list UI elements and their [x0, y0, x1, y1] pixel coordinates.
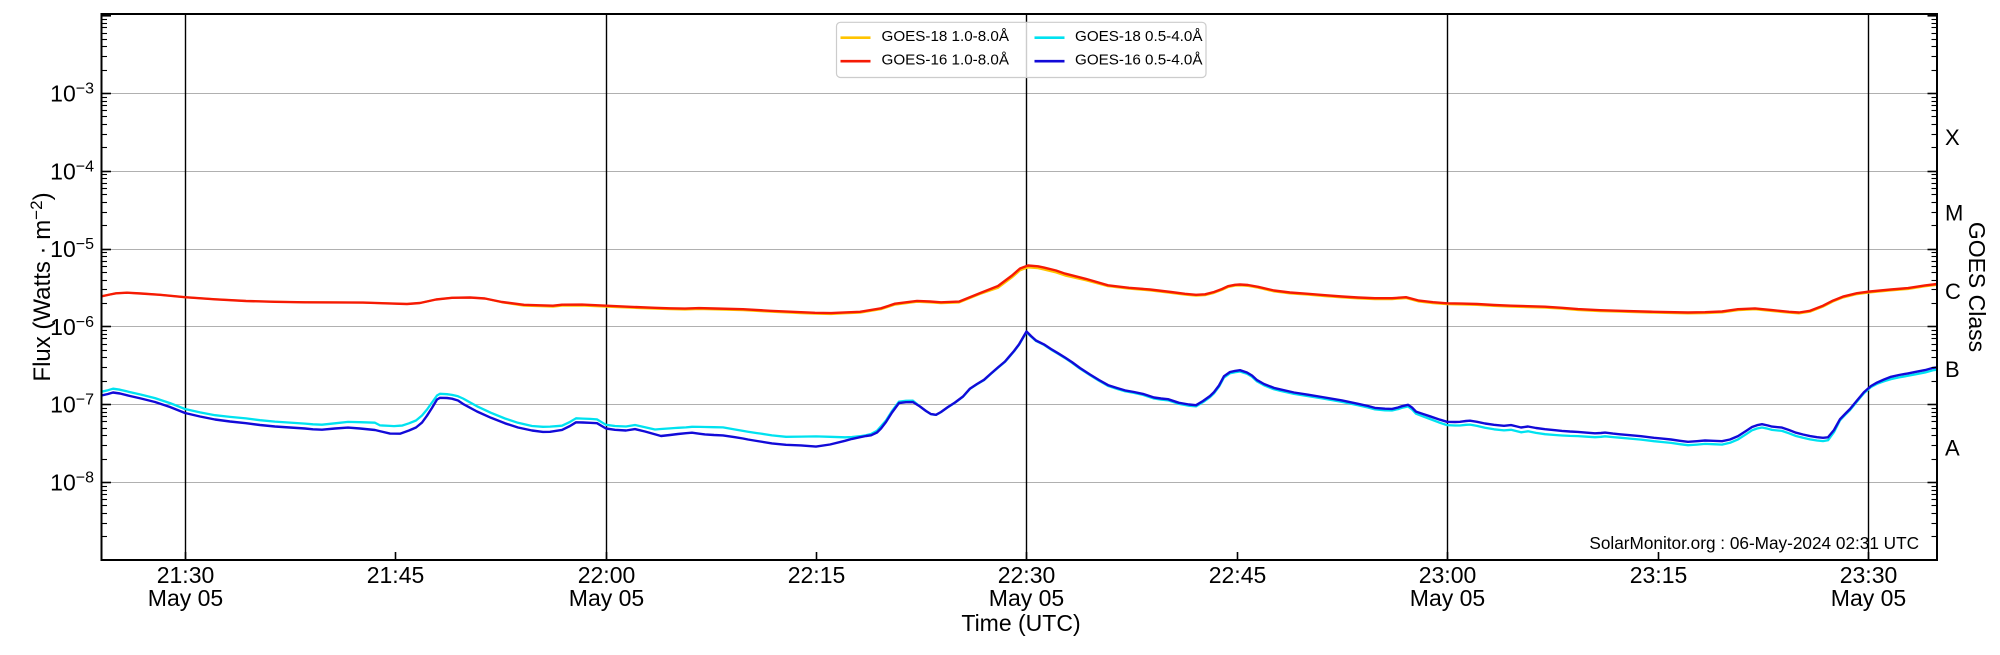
svg-text:GOES-16 1.0-8.0Å: GOES-16 1.0-8.0Å — [882, 51, 1010, 68]
svg-text:GOES-16 0.5-4.0Å: GOES-16 0.5-4.0Å — [1075, 51, 1203, 68]
svg-text:M: M — [1945, 201, 1963, 226]
svg-text:GOES Class: GOES Class — [1964, 222, 1990, 352]
svg-text:Flux (Watts · m−2): Flux (Watts · m−2) — [27, 192, 56, 381]
svg-text:10−4: 10−4 — [50, 158, 94, 184]
svg-text:B: B — [1945, 357, 1960, 382]
svg-text:C: C — [1945, 279, 1961, 304]
svg-text:GOES-18 0.5-4.0Å: GOES-18 0.5-4.0Å — [1075, 28, 1203, 45]
svg-text:May 05: May 05 — [569, 585, 644, 611]
svg-text:SolarMonitor.org : 06-May-2024: SolarMonitor.org : 06-May-2024 02:31 UTC — [1589, 533, 1919, 553]
svg-text:A: A — [1945, 436, 1960, 461]
svg-text:22:30: 22:30 — [998, 562, 1056, 588]
svg-text:23:00: 23:00 — [1419, 562, 1477, 588]
svg-text:22:15: 22:15 — [788, 562, 846, 588]
svg-text:22:00: 22:00 — [578, 562, 636, 588]
svg-text:22:45: 22:45 — [1209, 562, 1267, 588]
svg-text:GOES-18 1.0-8.0Å: GOES-18 1.0-8.0Å — [882, 28, 1010, 45]
svg-text:X: X — [1945, 125, 1960, 150]
svg-text:21:45: 21:45 — [367, 562, 425, 588]
svg-text:May 05: May 05 — [989, 585, 1064, 611]
svg-text:23:15: 23:15 — [1630, 562, 1688, 588]
svg-text:May 05: May 05 — [1831, 585, 1906, 611]
svg-text:21:30: 21:30 — [157, 562, 215, 588]
svg-text:23:30: 23:30 — [1840, 562, 1898, 588]
svg-text:May 05: May 05 — [148, 585, 223, 611]
svg-text:Time (UTC): Time (UTC) — [961, 610, 1080, 636]
svg-text:May 05: May 05 — [1410, 585, 1485, 611]
svg-text:10−7: 10−7 — [50, 392, 94, 418]
